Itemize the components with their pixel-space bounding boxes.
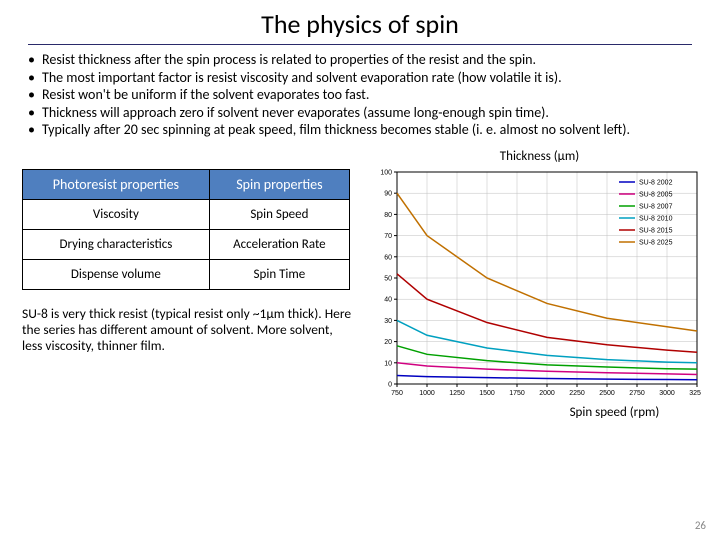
- svg-text:20: 20: [384, 339, 392, 346]
- svg-text:SU-8 2002: SU-8 2002: [639, 179, 673, 186]
- svg-text:1750: 1750: [509, 390, 525, 397]
- properties-table: Photoresist properties Spin properties V…: [22, 169, 350, 290]
- svg-text:3250: 3250: [689, 390, 701, 397]
- table-cell: Dispense volume: [23, 259, 210, 289]
- table-row: Dispense volume Spin Time: [23, 259, 350, 289]
- title-rule: [28, 44, 692, 45]
- chart-xlabel: Spin speed (rpm): [371, 405, 708, 420]
- svg-text:SU-8 2007: SU-8 2007: [639, 203, 673, 210]
- svg-text:2500: 2500: [599, 390, 615, 397]
- svg-text:100: 100: [380, 169, 392, 176]
- bullet-list: Resist thickness after the spin process …: [0, 51, 720, 139]
- svg-text:2750: 2750: [629, 390, 645, 397]
- table-cell: Spin Speed: [209, 199, 349, 229]
- svg-text:40: 40: [384, 296, 392, 303]
- caption-text: SU-8 is very thick resist (typical resis…: [22, 296, 362, 355]
- svg-text:0: 0: [388, 381, 392, 388]
- table-cell: Spin Time: [209, 259, 349, 289]
- bullet-item: Resist thickness after the spin process …: [28, 51, 702, 69]
- svg-text:1000: 1000: [419, 390, 435, 397]
- svg-text:SU-8 2025: SU-8 2025: [639, 239, 673, 246]
- page-number: 26: [695, 519, 706, 532]
- svg-text:750: 750: [391, 390, 403, 397]
- svg-text:2250: 2250: [569, 390, 585, 397]
- svg-text:90: 90: [384, 190, 392, 197]
- bullet-item: Resist won't be uniform if the solvent e…: [28, 86, 702, 104]
- thickness-chart: 0 10 20 30 40 50 60 70 80 90 100 750 1000 1250 1500 175…: [371, 166, 701, 398]
- page-title: The physics of spin: [0, 0, 720, 40]
- svg-text:50: 50: [384, 275, 392, 282]
- svg-text:1500: 1500: [479, 390, 495, 397]
- svg-text:60: 60: [384, 254, 392, 261]
- bullet-item: Thickness will approach zero if solvent …: [28, 104, 702, 122]
- svg-text:SU-8 2010: SU-8 2010: [639, 215, 673, 222]
- bullet-item: Typically after 20 sec spinning at peak …: [28, 121, 702, 139]
- table-row: Drying characteristics Acceleration Rate: [23, 229, 350, 259]
- chart-ylabel: Thickness (μm): [371, 149, 708, 164]
- bullet-item: The most important factor is resist visc…: [28, 69, 702, 87]
- svg-text:70: 70: [384, 233, 392, 240]
- table-header: Photoresist properties: [23, 169, 210, 199]
- svg-text:SU-8 2015: SU-8 2015: [639, 227, 673, 234]
- svg-text:30: 30: [384, 317, 392, 324]
- table-header: Spin properties: [209, 169, 349, 199]
- svg-text:10: 10: [384, 360, 392, 367]
- svg-text:1250: 1250: [449, 390, 465, 397]
- svg-text:3000: 3000: [659, 390, 675, 397]
- table-cell: Viscosity: [23, 199, 210, 229]
- svg-text:2000: 2000: [539, 390, 555, 397]
- svg-text:80: 80: [384, 211, 392, 218]
- chart-panel: Thickness (μm) 0 10 20 30 40 50 60 70 80 90 100 750…: [371, 149, 708, 420]
- svg-text:SU-8 2005: SU-8 2005: [639, 191, 673, 198]
- table-cell: Drying characteristics: [23, 229, 210, 259]
- table-cell: Acceleration Rate: [209, 229, 349, 259]
- table-row: Viscosity Spin Speed: [23, 199, 350, 229]
